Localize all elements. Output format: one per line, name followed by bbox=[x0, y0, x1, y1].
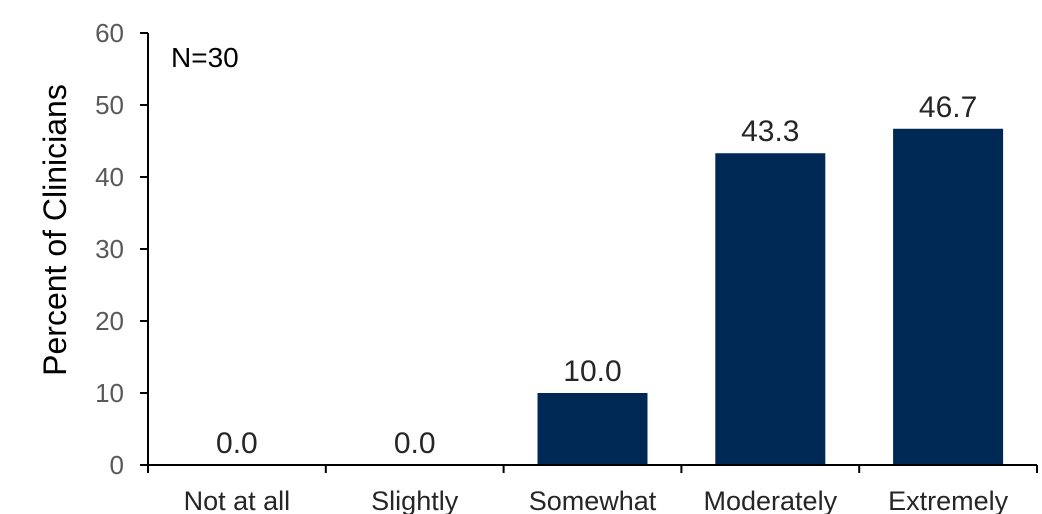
data-label: 46.7 bbox=[919, 91, 977, 124]
x-tick-label: Not at all bbox=[184, 486, 291, 514]
bar-3 bbox=[715, 153, 826, 466]
x-tick-label: Slightly bbox=[371, 486, 459, 514]
y-tick-label: 20 bbox=[95, 306, 124, 336]
bar-2 bbox=[537, 393, 648, 465]
x-tick-label: Extremely bbox=[888, 486, 1009, 514]
x-tick-label: Somewhat bbox=[529, 486, 657, 514]
y-axis-title: Percent of Clinicians bbox=[37, 84, 73, 376]
y-tick-label: 60 bbox=[95, 18, 124, 48]
y-tick-label: 10 bbox=[95, 378, 124, 408]
y-tick-label: 40 bbox=[95, 162, 124, 192]
data-label: 0.0 bbox=[216, 427, 258, 460]
sample-size-annotation: N=30 bbox=[171, 42, 239, 73]
data-label: 43.3 bbox=[741, 115, 799, 148]
data-label: 0.0 bbox=[394, 427, 436, 460]
y-tick-label: 50 bbox=[95, 90, 124, 120]
y-tick-label: 30 bbox=[95, 234, 124, 264]
bar-4 bbox=[893, 128, 1004, 465]
y-tick-label: 0 bbox=[110, 450, 124, 480]
x-tick-label: Moderately bbox=[704, 486, 838, 514]
data-label: 10.0 bbox=[563, 355, 621, 388]
plot-area: 0 10 20 30 40 50 60 Not at all Slightly Somewhat M… bbox=[95, 18, 1038, 514]
